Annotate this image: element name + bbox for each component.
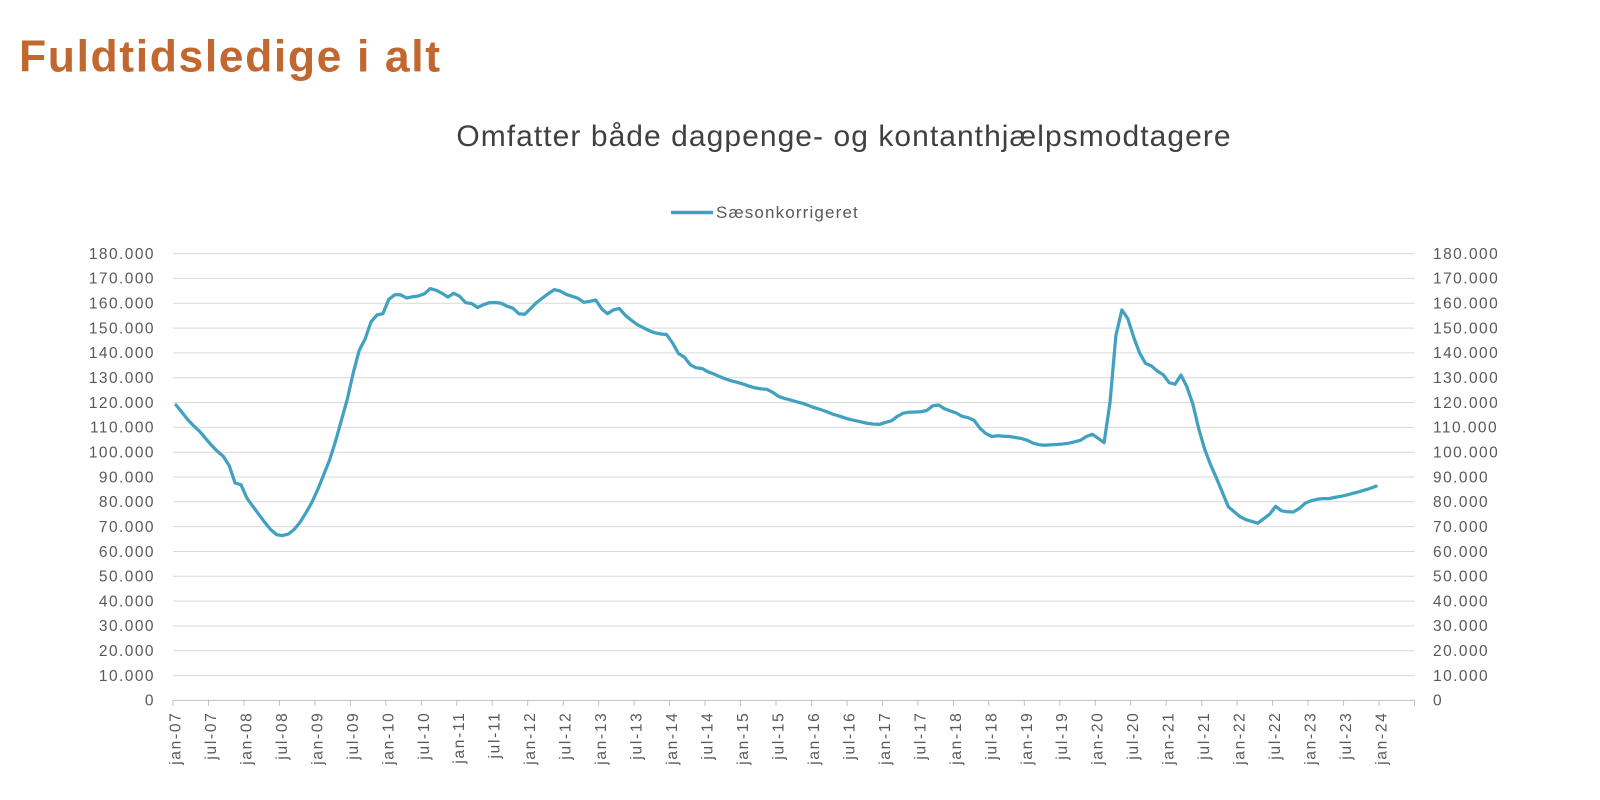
- svg-text:Omfatter både dagpenge- og kon: Omfatter både dagpenge- og kontanthjælps…: [456, 120, 1231, 153]
- svg-text:jul-21: jul-21: [1196, 712, 1213, 761]
- svg-text:90.000: 90.000: [99, 469, 155, 486]
- svg-text:jan-11: jan-11: [451, 712, 468, 765]
- svg-text:130.000: 130.000: [89, 370, 155, 387]
- svg-text:40.000: 40.000: [99, 593, 155, 610]
- svg-text:jan-24: jan-24: [1374, 712, 1391, 766]
- svg-text:160.000: 160.000: [89, 296, 155, 313]
- svg-text:jan-21: jan-21: [1161, 712, 1178, 766]
- svg-text:jul-13: jul-13: [629, 712, 646, 761]
- svg-text:180.000: 180.000: [89, 246, 155, 263]
- svg-text:10.000: 10.000: [99, 668, 155, 685]
- svg-text:40.000: 40.000: [1433, 593, 1489, 610]
- svg-text:60.000: 60.000: [99, 544, 155, 561]
- svg-text:jul-12: jul-12: [558, 712, 575, 761]
- svg-text:20.000: 20.000: [1433, 643, 1489, 660]
- svg-text:30.000: 30.000: [99, 618, 155, 635]
- svg-text:jan-16: jan-16: [806, 712, 823, 766]
- svg-text:jul-17: jul-17: [912, 712, 929, 761]
- svg-text:20.000: 20.000: [99, 643, 155, 660]
- svg-text:jan-09: jan-09: [309, 712, 326, 766]
- svg-text:120.000: 120.000: [1433, 395, 1499, 412]
- svg-text:170.000: 170.000: [1433, 271, 1499, 288]
- svg-text:Sæsonkorrigeret: Sæsonkorrigeret: [716, 203, 859, 222]
- svg-text:jul-18: jul-18: [983, 712, 1000, 761]
- svg-text:140.000: 140.000: [1433, 345, 1499, 362]
- svg-text:jan-07: jan-07: [168, 712, 185, 766]
- svg-text:jul-15: jul-15: [771, 712, 788, 761]
- svg-text:0: 0: [1433, 693, 1443, 710]
- svg-text:jan-17: jan-17: [877, 712, 894, 766]
- svg-text:110.000: 110.000: [1433, 420, 1498, 437]
- svg-text:jul-20: jul-20: [1125, 712, 1142, 761]
- svg-text:jan-14: jan-14: [664, 712, 681, 766]
- svg-text:jan-20: jan-20: [1090, 712, 1107, 766]
- svg-text:jan-23: jan-23: [1303, 712, 1320, 766]
- svg-text:jan-10: jan-10: [380, 712, 397, 766]
- svg-text:130.000: 130.000: [1433, 370, 1499, 387]
- svg-text:0: 0: [145, 693, 155, 710]
- svg-text:jan-08: jan-08: [238, 712, 255, 766]
- svg-text:jan-12: jan-12: [522, 712, 539, 766]
- svg-text:jan-15: jan-15: [735, 712, 752, 766]
- svg-text:80.000: 80.000: [1433, 494, 1489, 511]
- svg-text:50.000: 50.000: [1433, 569, 1489, 586]
- svg-text:170.000: 170.000: [89, 271, 155, 288]
- svg-text:70.000: 70.000: [99, 519, 155, 536]
- svg-text:jan-19: jan-19: [1019, 712, 1036, 766]
- svg-text:110.000: 110.000: [90, 420, 155, 437]
- svg-text:150.000: 150.000: [89, 320, 155, 337]
- svg-text:60.000: 60.000: [1433, 544, 1489, 561]
- svg-text:jul-23: jul-23: [1338, 712, 1355, 761]
- svg-text:140.000: 140.000: [89, 345, 155, 362]
- svg-text:jul-22: jul-22: [1267, 712, 1284, 761]
- svg-text:180.000: 180.000: [1433, 246, 1499, 263]
- svg-text:120.000: 120.000: [89, 395, 155, 412]
- svg-text:jul-14: jul-14: [700, 712, 717, 761]
- svg-text:30.000: 30.000: [1433, 618, 1489, 635]
- svg-text:90.000: 90.000: [1433, 469, 1489, 486]
- svg-text:80.000: 80.000: [99, 494, 155, 511]
- svg-text:jan-18: jan-18: [948, 712, 965, 766]
- svg-text:160.000: 160.000: [1433, 296, 1499, 313]
- svg-text:jan-13: jan-13: [593, 712, 610, 766]
- svg-text:jul-10: jul-10: [416, 712, 433, 761]
- svg-text:100.000: 100.000: [89, 445, 155, 462]
- svg-text:150.000: 150.000: [1433, 320, 1499, 337]
- svg-text:Fuldtidsledige i alt: Fuldtidsledige i alt: [19, 33, 442, 82]
- svg-text:jul-11: jul-11: [487, 712, 504, 760]
- svg-text:jul-08: jul-08: [274, 712, 291, 761]
- svg-text:50.000: 50.000: [99, 569, 155, 586]
- svg-text:jul-07: jul-07: [203, 712, 220, 761]
- svg-text:jul-09: jul-09: [345, 712, 362, 761]
- svg-text:jul-19: jul-19: [1054, 712, 1071, 761]
- svg-text:70.000: 70.000: [1433, 519, 1489, 536]
- svg-text:100.000: 100.000: [1433, 445, 1499, 462]
- svg-text:10.000: 10.000: [1433, 668, 1489, 685]
- svg-text:jul-16: jul-16: [841, 712, 858, 761]
- svg-text:jan-22: jan-22: [1232, 712, 1249, 766]
